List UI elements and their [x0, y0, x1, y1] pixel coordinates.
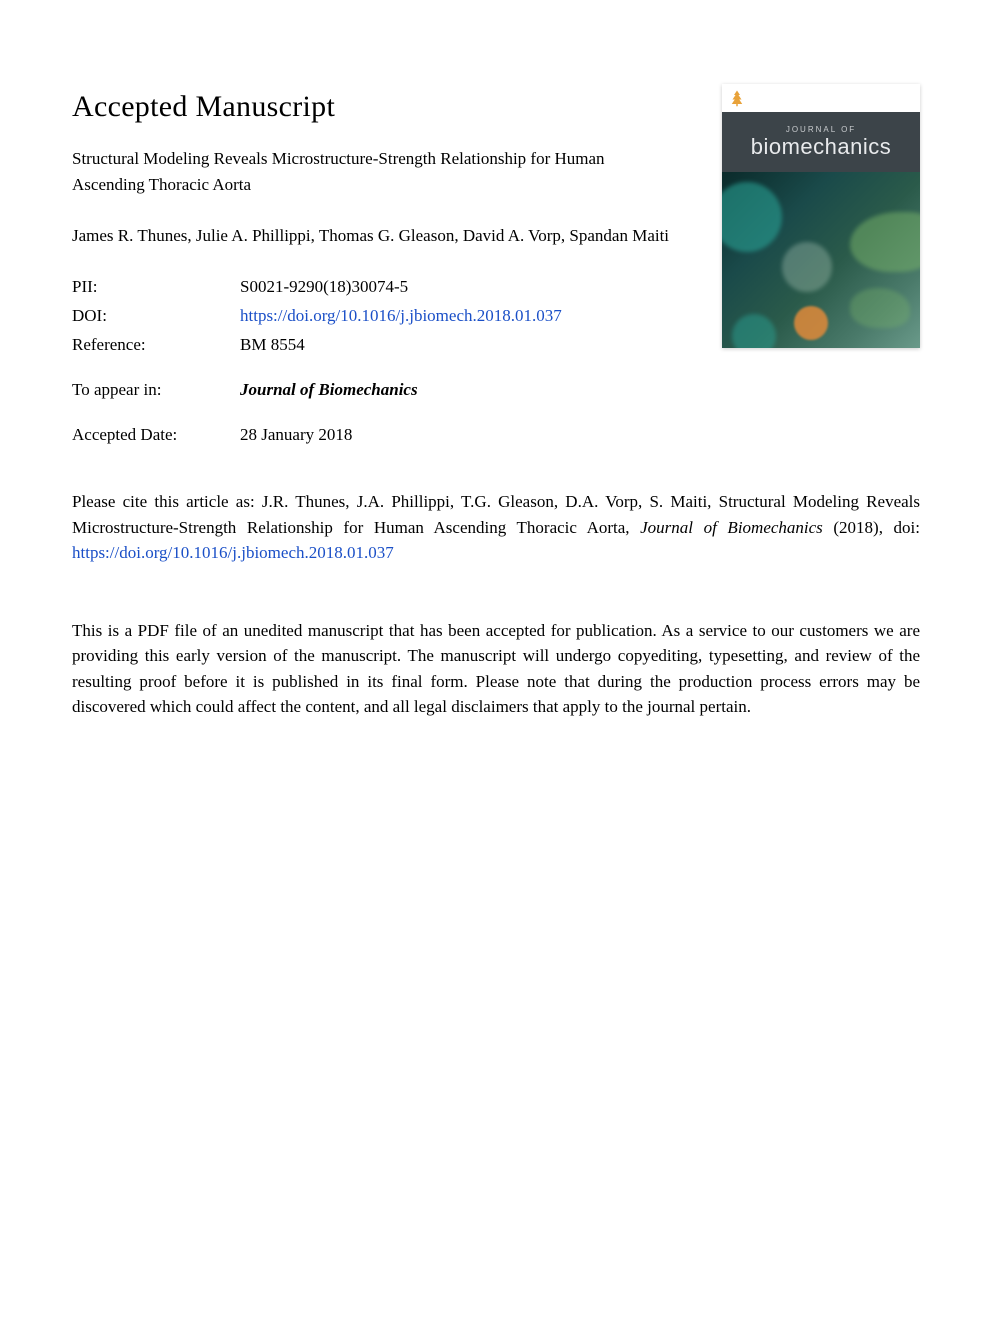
table-row: To appear in: Journal of Biomechanics — [72, 376, 562, 405]
citation-doi-link[interactable]: https://doi.org/10.1016/j.jbiomech.2018.… — [72, 543, 394, 562]
table-row: PII: S0021-9290(18)30074-5 — [72, 273, 562, 302]
citation-journal: Journal of Biomechanics — [640, 518, 823, 537]
pii-value: S0021-9290(18)30074-5 — [240, 273, 562, 302]
doi-link[interactable]: https://doi.org/10.1016/j.jbiomech.2018.… — [240, 306, 562, 325]
doi-label: DOI: — [72, 302, 240, 331]
cover-title-band: JOURNAL OF biomechanics — [722, 112, 920, 172]
cover-journal-name: biomechanics — [751, 134, 892, 160]
reference-value: BM 8554 — [240, 331, 562, 360]
cover-overline: JOURNAL OF — [786, 125, 856, 134]
reference-label: Reference: — [72, 331, 240, 360]
table-row: Accepted Date: 28 January 2018 — [72, 421, 562, 450]
page-heading: Accepted Manuscript — [72, 90, 672, 124]
citation-paragraph: Please cite this article as: J.R. Thunes… — [72, 489, 920, 566]
article-title: Structural Modeling Reveals Microstructu… — [72, 146, 672, 199]
table-row: DOI: https://doi.org/10.1016/j.jbiomech.… — [72, 302, 562, 331]
accepted-date-value: 28 January 2018 — [240, 421, 562, 450]
journal-cover: JOURNAL OF biomechanics — [722, 84, 920, 348]
article-authors: James R. Thunes, Julie A. Phillippi, Tho… — [72, 223, 672, 249]
metadata-table: PII: S0021-9290(18)30074-5 DOI: https://… — [72, 273, 562, 449]
accepted-date-label: Accepted Date: — [72, 421, 240, 450]
citation-suffix: (2018), doi: — [823, 518, 920, 537]
pii-label: PII: — [72, 273, 240, 302]
toappear-label: To appear in: — [72, 376, 240, 405]
disclaimer-paragraph: This is a PDF file of an unedited manusc… — [72, 618, 920, 720]
elsevier-tree-icon — [728, 88, 746, 108]
cover-publisher-strip — [722, 84, 920, 112]
toappear-value: Journal of Biomechanics — [240, 376, 562, 405]
cover-artwork — [722, 172, 920, 348]
table-row: Reference: BM 8554 — [72, 331, 562, 360]
